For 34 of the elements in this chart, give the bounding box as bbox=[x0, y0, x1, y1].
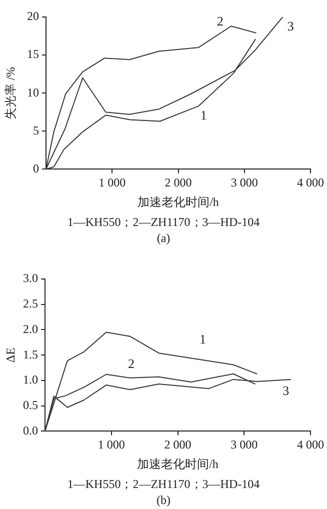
text: 1—KH550；2—ZH1170；3—HD-104 bbox=[66, 476, 261, 492]
x-tick-label: 2 000 bbox=[164, 176, 192, 190]
y-tick-label: 3.0 bbox=[23, 271, 38, 286]
x-tick-label: 2 000 bbox=[164, 438, 192, 452]
y-tick-label: 20 bbox=[27, 9, 39, 24]
text: 1—KH550；2—ZH1170；3—HD-104 bbox=[66, 214, 261, 230]
y-axis-title: 失光率 /% bbox=[3, 66, 18, 120]
y-tick-label: 10 bbox=[27, 85, 39, 100]
y-tick-label: 15 bbox=[27, 47, 39, 62]
y-tick-label: 2.0 bbox=[23, 322, 38, 336]
series-label: 3 bbox=[287, 18, 294, 34]
series-label: 3 bbox=[282, 382, 290, 398]
y-tick-label: 1.5 bbox=[23, 347, 38, 362]
x-tick-label: 3 000 bbox=[230, 438, 258, 452]
text: (b) bbox=[156, 492, 172, 508]
series-label: 2 bbox=[216, 14, 224, 29]
x-axis-title: 加速老化时间/h bbox=[137, 456, 218, 471]
x-tick-label: 1 000 bbox=[98, 176, 126, 190]
series-label: 1 bbox=[200, 107, 207, 122]
x-tick-label: 3 000 bbox=[230, 176, 258, 190]
x-tick-label: 1 000 bbox=[98, 438, 125, 452]
y-tick-label: 0.0 bbox=[23, 423, 38, 438]
series-label: 2 bbox=[128, 356, 135, 371]
y-tick-label: 0 bbox=[33, 161, 39, 176]
x-axis-title: 加速老化时间/h bbox=[138, 194, 219, 209]
text: (a) bbox=[156, 230, 172, 246]
y-tick-label: 1.0 bbox=[23, 372, 38, 387]
x-tick-label: 4 000 bbox=[297, 176, 324, 190]
x-tick-label: 4 000 bbox=[297, 438, 324, 452]
series-label: 1 bbox=[200, 331, 206, 346]
y-tick-label: 0.5 bbox=[23, 398, 38, 412]
y-tick-label: 2.5 bbox=[23, 296, 38, 311]
y-axis-title: ΔE bbox=[3, 348, 18, 363]
y-tick-label: 5 bbox=[33, 123, 39, 138]
